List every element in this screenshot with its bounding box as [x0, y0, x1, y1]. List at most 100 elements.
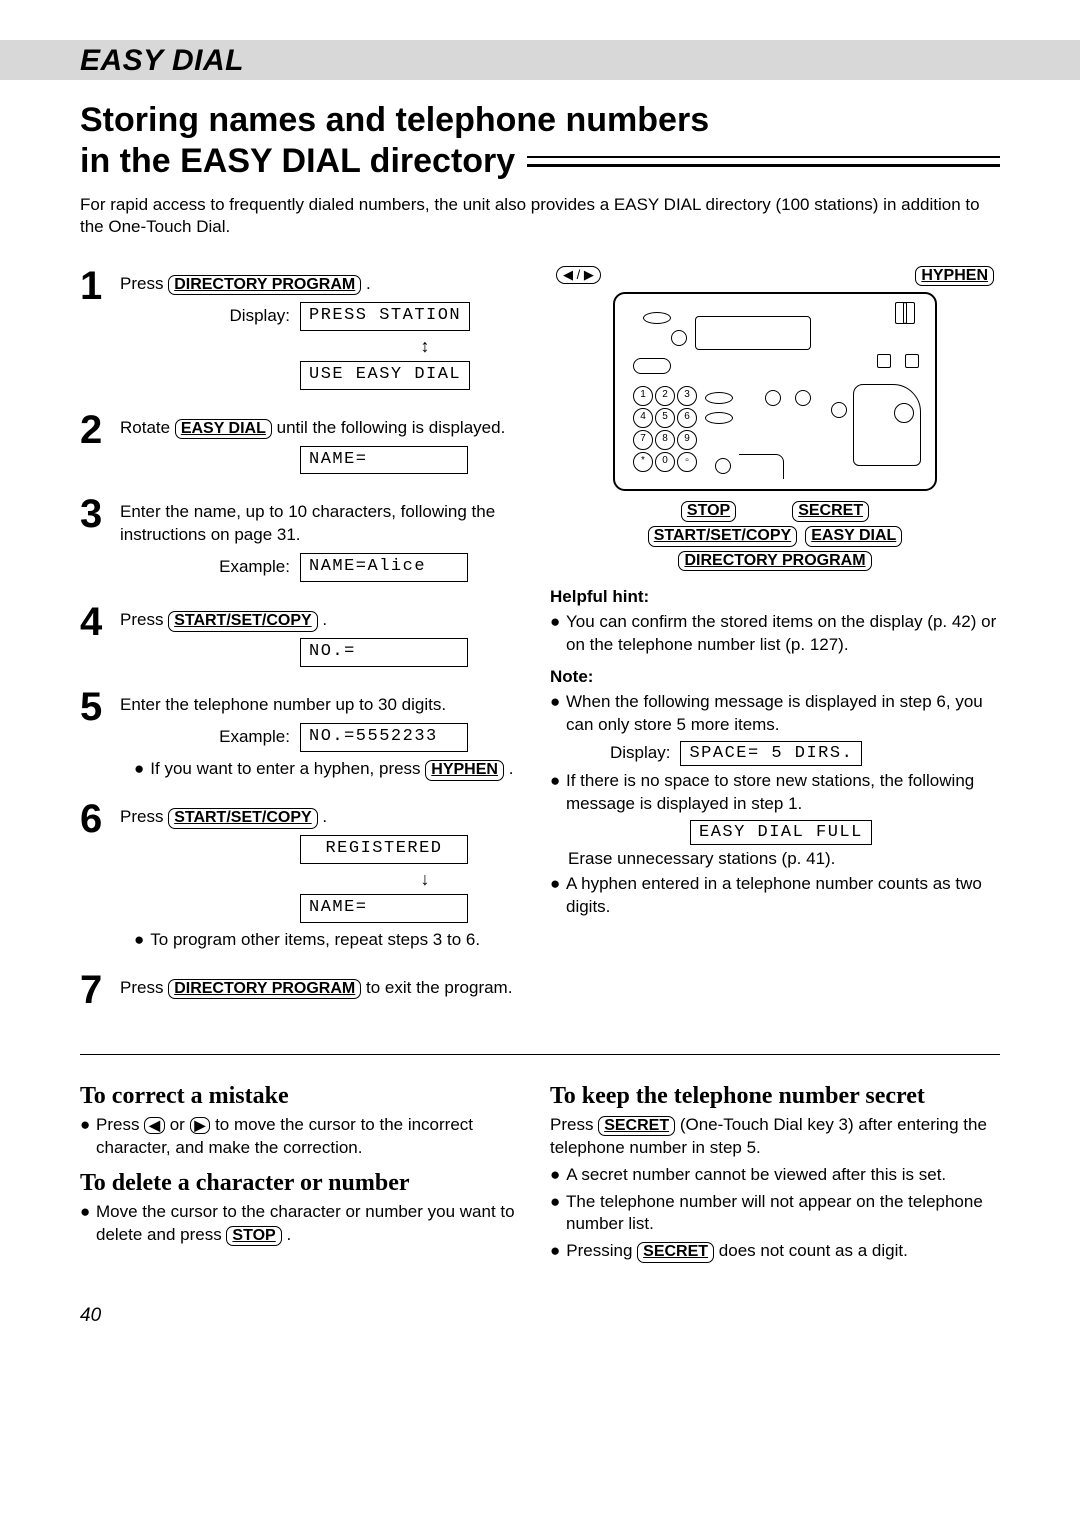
step-text: Press [120, 274, 168, 293]
diagram-button-labels: DIRECTORY PROGRAM [550, 551, 1000, 572]
easy-dial-button: EASY DIAL [175, 419, 272, 440]
fax-machine-diagram: 123 456 789 *0▫ [613, 292, 937, 491]
start-set-copy-button: START/SET/COPY [168, 808, 318, 829]
secret-text: Press [550, 1115, 598, 1134]
bullet-icon: ● [134, 758, 144, 781]
bullet-text: To program other items, repeat steps 3 t… [150, 929, 480, 952]
bullet-icon: ● [550, 873, 560, 919]
step-number: 2 [80, 410, 108, 481]
title-rule [527, 156, 1000, 167]
start-set-copy-label: START/SET/COPY [648, 526, 798, 547]
step-text: . [366, 274, 371, 293]
bullet-text: If you want to enter a hyphen, press [150, 759, 425, 778]
step-text: Rotate [120, 418, 175, 437]
delete-text: Move the cursor to the character or numb… [96, 1202, 515, 1244]
intro-text: For rapid access to frequently dialed nu… [80, 194, 1000, 238]
bullet-icon: ● [550, 1240, 560, 1263]
display-label: Display: [610, 743, 670, 763]
step-text: Press [120, 807, 168, 826]
step-5: 5 Enter the telephone number up to 30 di… [80, 687, 530, 785]
lcd-display: NO.= [300, 638, 468, 667]
diagram-button-labels: STOP SECRET [550, 501, 1000, 522]
hint-title: Helpful hint: [550, 587, 1000, 607]
step-text: Enter the name, up to 10 characters, fol… [120, 502, 495, 544]
nav-left-button: ◀ [144, 1117, 165, 1134]
secret-title: To keep the telephone number secret [550, 1083, 1000, 1110]
secret-bullet: does not count as a digit. [719, 1241, 908, 1260]
updown-arrow-icon: ↕ [320, 337, 530, 355]
step-number: 1 [80, 266, 108, 396]
note-text: Erase unnecessary stations (p. 41). [568, 849, 1000, 869]
step-6: 6 Press START/SET/COPY . REGISTERED ↓ NA… [80, 799, 530, 956]
page-number: 40 [80, 1305, 1000, 1327]
note-text: A hyphen entered in a telephone number c… [566, 873, 1000, 919]
delete-title: To delete a character or number [80, 1170, 530, 1197]
nav-right-button: ▶ [190, 1117, 211, 1134]
bullet-icon: ● [550, 1164, 560, 1187]
lcd-display: SPACE= 5 DIRS. [680, 741, 862, 766]
step-text: Press [120, 978, 168, 997]
step-number: 3 [80, 494, 108, 588]
stop-button: STOP [226, 1226, 281, 1247]
lcd-display: REGISTERED [300, 835, 468, 864]
lcd-display: USE EASY DIAL [300, 361, 470, 390]
directory-program-label: DIRECTORY PROGRAM [678, 551, 871, 572]
step-text: . [322, 807, 327, 826]
step-text: Press [120, 610, 168, 629]
example-label: Example: [120, 726, 290, 749]
keypad: 123 456 789 *0▫ [633, 386, 697, 474]
bullet-icon: ● [550, 770, 560, 816]
note-text: When the following message is displayed … [566, 691, 1000, 737]
note-text: If there is no space to store new statio… [566, 770, 1000, 816]
secret-button: SECRET [637, 1242, 714, 1263]
divider [80, 1054, 1000, 1055]
lcd-display: NAME= [300, 894, 468, 923]
correct-text: Press [96, 1115, 144, 1134]
easy-dial-label: EASY DIAL [805, 526, 902, 547]
hyphen-button: HYPHEN [425, 760, 504, 781]
secret-bullet: The telephone number will not appear on … [566, 1191, 1000, 1237]
correct-text: or [170, 1115, 190, 1134]
diagram-button-labels: START/SET/COPY EASY DIAL [550, 526, 1000, 547]
lcd-display: PRESS STATION [300, 302, 470, 331]
step-number: 5 [80, 687, 108, 785]
note-title: Note: [550, 667, 1000, 687]
step-number: 6 [80, 799, 108, 956]
step-4: 4 Press START/SET/COPY . NO.= [80, 602, 530, 673]
step-3: 3 Enter the name, up to 10 characters, f… [80, 494, 530, 588]
step-text: until the following is displayed. [277, 418, 506, 437]
bullet-icon: ● [80, 1201, 90, 1247]
lcd-display: EASY DIAL FULL [690, 820, 872, 845]
bullet-text: . [509, 759, 514, 778]
delete-text: . [286, 1225, 291, 1244]
bullet-icon: ● [134, 929, 144, 952]
start-set-copy-button: START/SET/COPY [168, 611, 318, 632]
page-title-line1: Storing names and telephone numbers [80, 100, 1000, 141]
directory-program-button: DIRECTORY PROGRAM [168, 275, 361, 296]
stop-button-label: STOP [681, 501, 736, 522]
display-label: Display: [120, 305, 290, 328]
page-title-line2: in the EASY DIAL directory [80, 141, 515, 182]
diagram-top-labels: ◀ / ▶ HYPHEN [556, 266, 994, 287]
correct-title: To correct a mistake [80, 1083, 530, 1110]
bullet-icon: ● [550, 611, 560, 657]
secret-bullet: A secret number cannot be viewed after t… [566, 1164, 946, 1187]
hint-text: You can confirm the stored items on the … [566, 611, 1000, 657]
step-number: 7 [80, 970, 108, 1010]
step-text: Enter the telephone number up to 30 digi… [120, 695, 446, 714]
secret-bullet: Pressing [566, 1241, 637, 1260]
example-label: Example: [120, 556, 290, 579]
section-header: EASY DIAL [0, 40, 1080, 80]
bullet-icon: ● [550, 691, 560, 737]
secret-button: SECRET [598, 1116, 675, 1137]
lcd-display: NO.=5552233 [300, 723, 468, 752]
lcd-display: NAME=Alice [300, 553, 468, 582]
step-text: to exit the program. [366, 978, 512, 997]
step-number: 4 [80, 602, 108, 673]
bullet-icon: ● [80, 1114, 90, 1160]
step-1: 1 Press DIRECTORY PROGRAM . Display: PRE… [80, 266, 530, 396]
step-2: 2 Rotate EASY DIAL until the following i… [80, 410, 530, 481]
down-arrow-icon: ↓ [320, 870, 530, 888]
nav-arrows-icon: ◀ / ▶ [556, 266, 601, 284]
section-title: EASY DIAL [80, 44, 244, 77]
